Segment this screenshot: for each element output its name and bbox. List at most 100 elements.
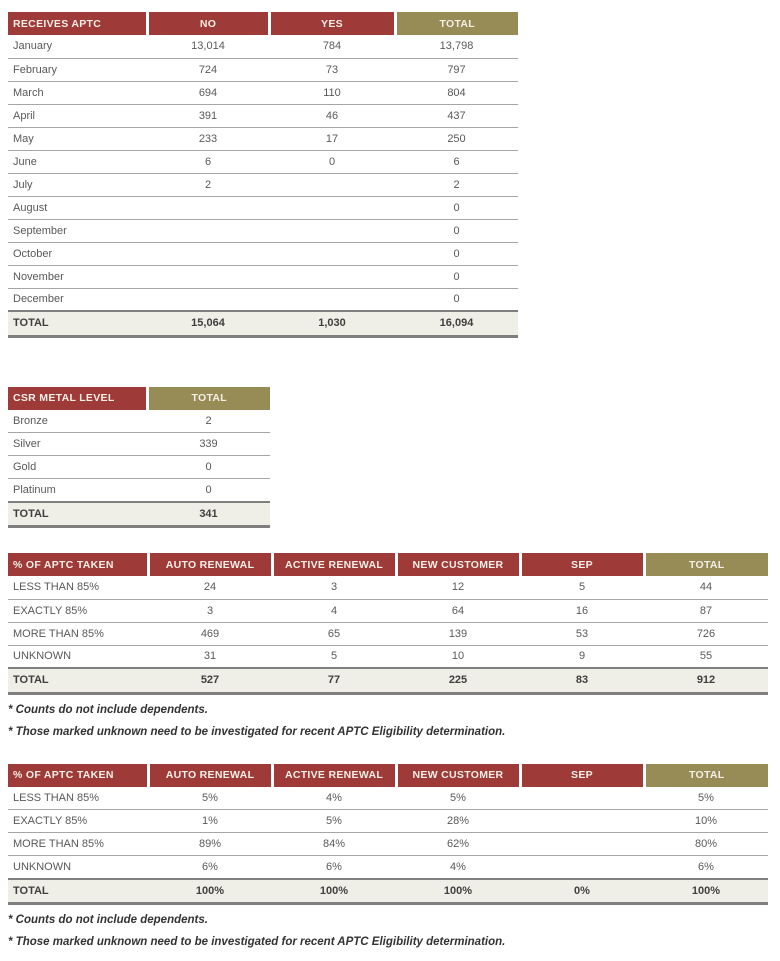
table-row: August 0 [8,196,518,220]
row-label: MORE THAN 85% [8,832,148,856]
footnotes: * Counts do not include dependents. * Tho… [8,704,772,738]
table-row: UNKNOWN 31 5 10 9 55 [8,645,768,669]
table-cell [520,832,644,856]
table-cell [269,219,395,243]
column-header: SEP [518,553,644,576]
total-cell: 527 [148,667,272,695]
table-row: October 0 [8,242,518,266]
table-cell: 0 [395,265,518,289]
header-row: % OF APTC TAKEN AUTO RENEWAL ACTIVE RENEWA… [8,763,768,787]
total-cell: 100% [272,877,396,905]
table-cell: 2 [147,173,269,197]
table-cell: 694 [147,81,269,105]
footnote: * Counts do not include dependents. [8,914,208,926]
tables-root: RECEIVES APTC NO YES TOTAL January 13,014 784 1… [8,12,772,948]
table-cell: 17 [269,127,395,151]
row-label: February [8,58,147,82]
table-cell: 87 [644,599,768,623]
table-aptc-taken-percent: % OF APTC TAKEN AUTO RENEWAL ACTIVE RENEWA… [8,763,768,905]
column-header: NEW CUSTOMER [394,763,520,787]
table-cell: 62% [396,832,520,856]
table-cell: 0 [147,478,270,502]
table-cell: 6% [148,855,272,879]
row-label: May [8,127,147,151]
table-cell: 391 [147,104,269,128]
row-label: LESS THAN 85% [8,576,148,600]
total-cell: 100% [644,877,768,905]
footnote: * Those marked unknown need to be invest… [8,725,506,738]
header-row: RECEIVES APTC NO YES TOTAL [8,12,518,35]
total-row: TOTAL 341 [8,500,270,528]
table-cell: 0 [269,150,395,174]
table-cell: 0 [395,288,518,312]
table-cell: 797 [395,58,518,82]
row-label: Silver [8,432,147,456]
table-cell: 89% [148,832,272,856]
table-cell: 139 [396,622,520,646]
table-row: December 0 [8,288,518,312]
table-cell: 6% [272,855,396,879]
table-section-receives-aptc: RECEIVES APTC NO YES TOTAL January 13,014 784 1… [8,12,772,338]
column-header: TOTAL [642,553,768,576]
row-label: December [8,288,147,312]
column-header: ACTIVE RENEWAL [270,553,396,576]
table-cell: 10% [644,809,768,833]
row-label: LESS THAN 85% [8,786,148,810]
column-header: CSR METAL LEVEL [8,386,147,410]
footnote: * Counts do not include dependents. [8,703,208,716]
header-row: CSR METAL LEVEL TOTAL [8,386,270,410]
row-label: EXACTLY 85% [8,599,148,623]
table-cell [147,196,269,220]
table-cell: 13,014 [147,35,269,59]
table-row: May 233 17 250 [8,127,518,151]
row-label: October [8,242,147,266]
total-cell: 1,030 [269,310,395,338]
table-cell: 0 [395,242,518,266]
table-cell: 233 [147,127,269,151]
table-row: March 694 110 804 [8,81,518,105]
table-cell: 16 [520,599,644,623]
column-header: NEW CUSTOMER [394,553,520,576]
table-cell: 469 [148,622,272,646]
row-label: Bronze [8,409,147,433]
table-row: LESS THAN 85% 24 3 12 5 44 [8,576,768,600]
table-cell: 64 [396,599,520,623]
table-row: Gold 0 [8,455,270,479]
table-cell: 31 [148,645,272,669]
total-cell: 100% [396,877,520,905]
table-cell: 726 [644,622,768,646]
table-row: January 13,014 784 13,798 [8,35,518,59]
total-cell: 16,094 [395,310,518,338]
total-cell: 15,064 [147,310,269,338]
table-cell: 10 [396,645,520,669]
table-row: Silver 339 [8,432,270,456]
row-label: Platinum [8,478,147,502]
table-cell [147,288,269,312]
table-row: July 2 2 [8,173,518,197]
table-cell: 6% [644,855,768,879]
table-cell: 28% [396,809,520,833]
row-label: Gold [8,455,147,479]
total-label: TOTAL [8,877,148,905]
total-label: TOTAL [8,500,147,528]
table-cell [269,265,395,289]
column-header: SEP [518,763,644,787]
table-row: MORE THAN 85% 89% 84% 62% 80% [8,832,768,856]
table-cell [520,786,644,810]
table-cell: 24 [148,576,272,600]
table-cell: 2 [395,173,518,197]
column-header: TOTAL [393,12,518,35]
row-label: November [8,265,147,289]
table-cell: 0 [395,196,518,220]
header-row: % OF APTC TAKEN AUTO RENEWAL ACTIVE RENEWA… [8,553,768,576]
table-cell: 4% [272,786,396,810]
table-row: UNKNOWN 6% 6% 4% 6% [8,855,768,879]
table-cell: 73 [269,58,395,82]
row-label: MORE THAN 85% [8,622,148,646]
row-label: UNKNOWN [8,645,148,669]
table-cell: 4% [396,855,520,879]
table-cell: 44 [644,576,768,600]
table-cell: 804 [395,81,518,105]
table-csr-metal-level: CSR METAL LEVEL TOTAL Bronze 2 Silver 339 Gold… [8,386,270,528]
